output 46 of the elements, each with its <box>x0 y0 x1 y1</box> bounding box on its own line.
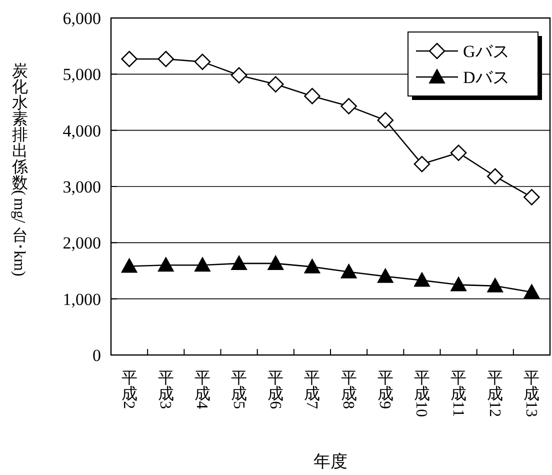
legend-label: Gバス <box>463 42 510 61</box>
point <box>304 258 320 274</box>
point <box>194 257 210 272</box>
x-tick-label: 平成9 <box>376 370 394 409</box>
point <box>304 88 320 104</box>
point <box>414 272 430 287</box>
point <box>158 257 174 272</box>
y-tick-label: 6,000 <box>62 8 101 28</box>
x-tick-label: 平成8 <box>340 370 357 409</box>
point <box>121 50 138 68</box>
y-tick-label: 0 <box>92 346 101 365</box>
point <box>450 144 467 161</box>
point <box>268 255 284 270</box>
point <box>524 189 540 206</box>
point <box>194 54 211 70</box>
x-tick-label: 平成7 <box>302 370 320 409</box>
y-tick-label: 5,000 <box>62 65 101 84</box>
x-tick-label: 平成4 <box>193 370 210 409</box>
point <box>524 284 540 299</box>
y-tick-label: 1,000 <box>62 290 101 309</box>
x-tick-label: 平成13 <box>522 370 540 417</box>
y-tick-label: 2,000 <box>62 234 101 253</box>
y-tick-label: 4,000 <box>62 121 101 140</box>
x-tick-label: 平成6 <box>266 370 284 409</box>
x-tick-label: 平成5 <box>230 370 248 409</box>
x-tick-label: 平成11 <box>449 370 467 417</box>
point <box>230 67 248 84</box>
point <box>340 98 357 114</box>
point <box>377 268 394 283</box>
point <box>121 258 138 273</box>
point <box>487 278 504 292</box>
x-tick-label: 平成3 <box>156 370 174 409</box>
legend-label: Dバス <box>463 68 510 87</box>
x-axis-title: 年度 <box>314 452 348 471</box>
point <box>486 168 504 185</box>
y-tick-label: 3,000 <box>62 177 101 196</box>
point <box>231 255 248 270</box>
point <box>450 276 467 292</box>
point <box>158 50 174 68</box>
x-tick-label: 平成12 <box>486 370 504 417</box>
point <box>414 156 430 172</box>
point <box>267 76 284 92</box>
point <box>377 112 394 128</box>
x-tick-label: 平成10 <box>412 370 430 417</box>
x-tick-label: 平成2 <box>120 370 138 409</box>
point <box>340 264 357 278</box>
